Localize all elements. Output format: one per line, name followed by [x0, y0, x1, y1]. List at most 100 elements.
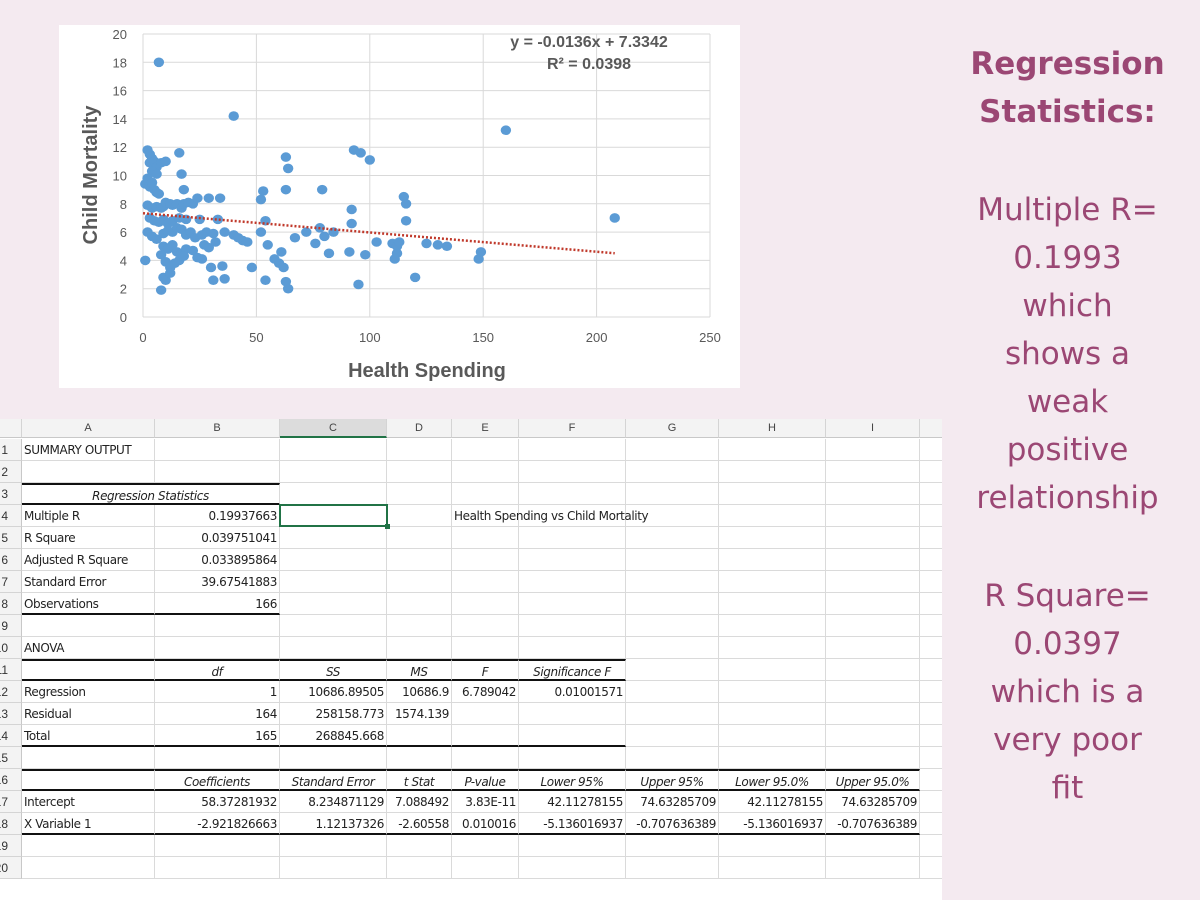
cell-B20[interactable]: [155, 857, 280, 879]
cell-F3[interactable]: [519, 483, 626, 505]
row-header[interactable]: 6: [0, 549, 22, 571]
cell-B2[interactable]: [155, 461, 280, 483]
cell-G15[interactable]: [626, 747, 719, 769]
cell-D13[interactable]: 1574.139: [387, 703, 452, 725]
cell-I3[interactable]: [826, 483, 920, 505]
cell-B16[interactable]: Coefficients: [155, 769, 280, 791]
cell-empty[interactable]: [920, 681, 942, 703]
cell-A14[interactable]: Total: [22, 725, 155, 747]
cell-C6[interactable]: [280, 549, 387, 571]
cell-B7[interactable]: 39.67541883: [155, 571, 280, 593]
cell-I16[interactable]: Upper 95.0%: [826, 769, 920, 791]
cell-I1[interactable]: [826, 439, 920, 461]
cell-C18[interactable]: 1.12137326: [280, 813, 387, 835]
cell-B1[interactable]: [155, 439, 280, 461]
cell-G16[interactable]: Upper 95%: [626, 769, 719, 791]
cell-E2[interactable]: [452, 461, 519, 483]
cell-A12[interactable]: Regression: [22, 681, 155, 703]
cell-C8[interactable]: [280, 593, 387, 615]
cell-B12[interactable]: 1: [155, 681, 280, 703]
cell-G10[interactable]: [626, 637, 719, 659]
cell-empty[interactable]: [920, 615, 942, 637]
cell-D12[interactable]: 10686.9: [387, 681, 452, 703]
row-header[interactable]: 18: [0, 813, 22, 835]
cell-C19[interactable]: [280, 835, 387, 857]
cell-empty[interactable]: [920, 835, 942, 857]
row-header[interactable]: 2: [0, 461, 22, 483]
cell-E11[interactable]: F: [452, 659, 519, 681]
cell-empty[interactable]: [920, 813, 942, 835]
cell-D11[interactable]: MS: [387, 659, 452, 681]
cell-D4[interactable]: [387, 505, 452, 527]
cell-E20[interactable]: [452, 857, 519, 879]
cell-E7[interactable]: [452, 571, 519, 593]
cell-I6[interactable]: [826, 549, 920, 571]
cell-empty[interactable]: [920, 439, 942, 461]
cell-C10[interactable]: [280, 637, 387, 659]
cell-C5[interactable]: [280, 527, 387, 549]
cell-E10[interactable]: [452, 637, 519, 659]
cell-A8[interactable]: Observations: [22, 593, 155, 615]
cell-G2[interactable]: [626, 461, 719, 483]
row-header[interactable]: 15: [0, 747, 22, 769]
cell-G9[interactable]: [626, 615, 719, 637]
cell-empty[interactable]: [920, 703, 942, 725]
cell-H6[interactable]: [719, 549, 826, 571]
cell-E17[interactable]: 3.83E-11: [452, 791, 519, 813]
cell-F15[interactable]: [519, 747, 626, 769]
cell-A16[interactable]: [22, 769, 155, 791]
column-header[interactable]: B: [155, 419, 280, 438]
row-header[interactable]: 16: [0, 769, 22, 791]
cell-A15[interactable]: [22, 747, 155, 769]
cell-I20[interactable]: [826, 857, 920, 879]
cell-D10[interactable]: [387, 637, 452, 659]
cell-I9[interactable]: [826, 615, 920, 637]
cell-D7[interactable]: [387, 571, 452, 593]
cell-B4[interactable]: 0.19937663: [155, 505, 280, 527]
cell-F7[interactable]: [519, 571, 626, 593]
cell-empty[interactable]: [920, 461, 942, 483]
cell-A11[interactable]: [22, 659, 155, 681]
cell-C11[interactable]: SS: [280, 659, 387, 681]
cell-empty[interactable]: [920, 571, 942, 593]
cell-G11[interactable]: [626, 659, 719, 681]
cell-I8[interactable]: [826, 593, 920, 615]
cell-E6[interactable]: [452, 549, 519, 571]
cell-I2[interactable]: [826, 461, 920, 483]
cell-I4[interactable]: [826, 505, 920, 527]
selected-cell-C4[interactable]: [279, 504, 390, 529]
cell-D20[interactable]: [387, 857, 452, 879]
cell-G4[interactable]: [626, 505, 719, 527]
cell-F5[interactable]: [519, 527, 626, 549]
cell-F17[interactable]: 42.11278155: [519, 791, 626, 813]
row-header[interactable]: 12: [0, 681, 22, 703]
cell-C13[interactable]: 258158.773: [280, 703, 387, 725]
cell-I7[interactable]: [826, 571, 920, 593]
cell-G7[interactable]: [626, 571, 719, 593]
row-header[interactable]: 14: [0, 725, 22, 747]
cell-F1[interactable]: [519, 439, 626, 461]
cell-C7[interactable]: [280, 571, 387, 593]
row-header[interactable]: 8: [0, 593, 22, 615]
cell-F14[interactable]: [519, 725, 626, 747]
column-header[interactable]: H: [719, 419, 826, 438]
cell-F2[interactable]: [519, 461, 626, 483]
cell-A3[interactable]: Regression Statistics: [22, 483, 280, 505]
cell-H15[interactable]: [719, 747, 826, 769]
cell-G18[interactable]: -0.707636389: [626, 813, 719, 835]
cell-A1[interactable]: SUMMARY OUTPUT: [22, 439, 155, 461]
cell-E19[interactable]: [452, 835, 519, 857]
cell-C20[interactable]: [280, 857, 387, 879]
column-header[interactable]: D: [387, 419, 452, 438]
cell-I15[interactable]: [826, 747, 920, 769]
row-header[interactable]: 9: [0, 615, 22, 637]
cell-G14[interactable]: [626, 725, 719, 747]
cell-empty[interactable]: [920, 505, 942, 527]
cell-E4[interactable]: Health Spending vs Child Mortality: [452, 505, 649, 527]
cell-empty[interactable]: [920, 549, 942, 571]
cell-D1[interactable]: [387, 439, 452, 461]
column-header[interactable]: F: [519, 419, 626, 438]
cell-H4[interactable]: [719, 505, 826, 527]
column-header[interactable]: A: [22, 419, 155, 438]
cell-B17[interactable]: 58.37281932: [155, 791, 280, 813]
